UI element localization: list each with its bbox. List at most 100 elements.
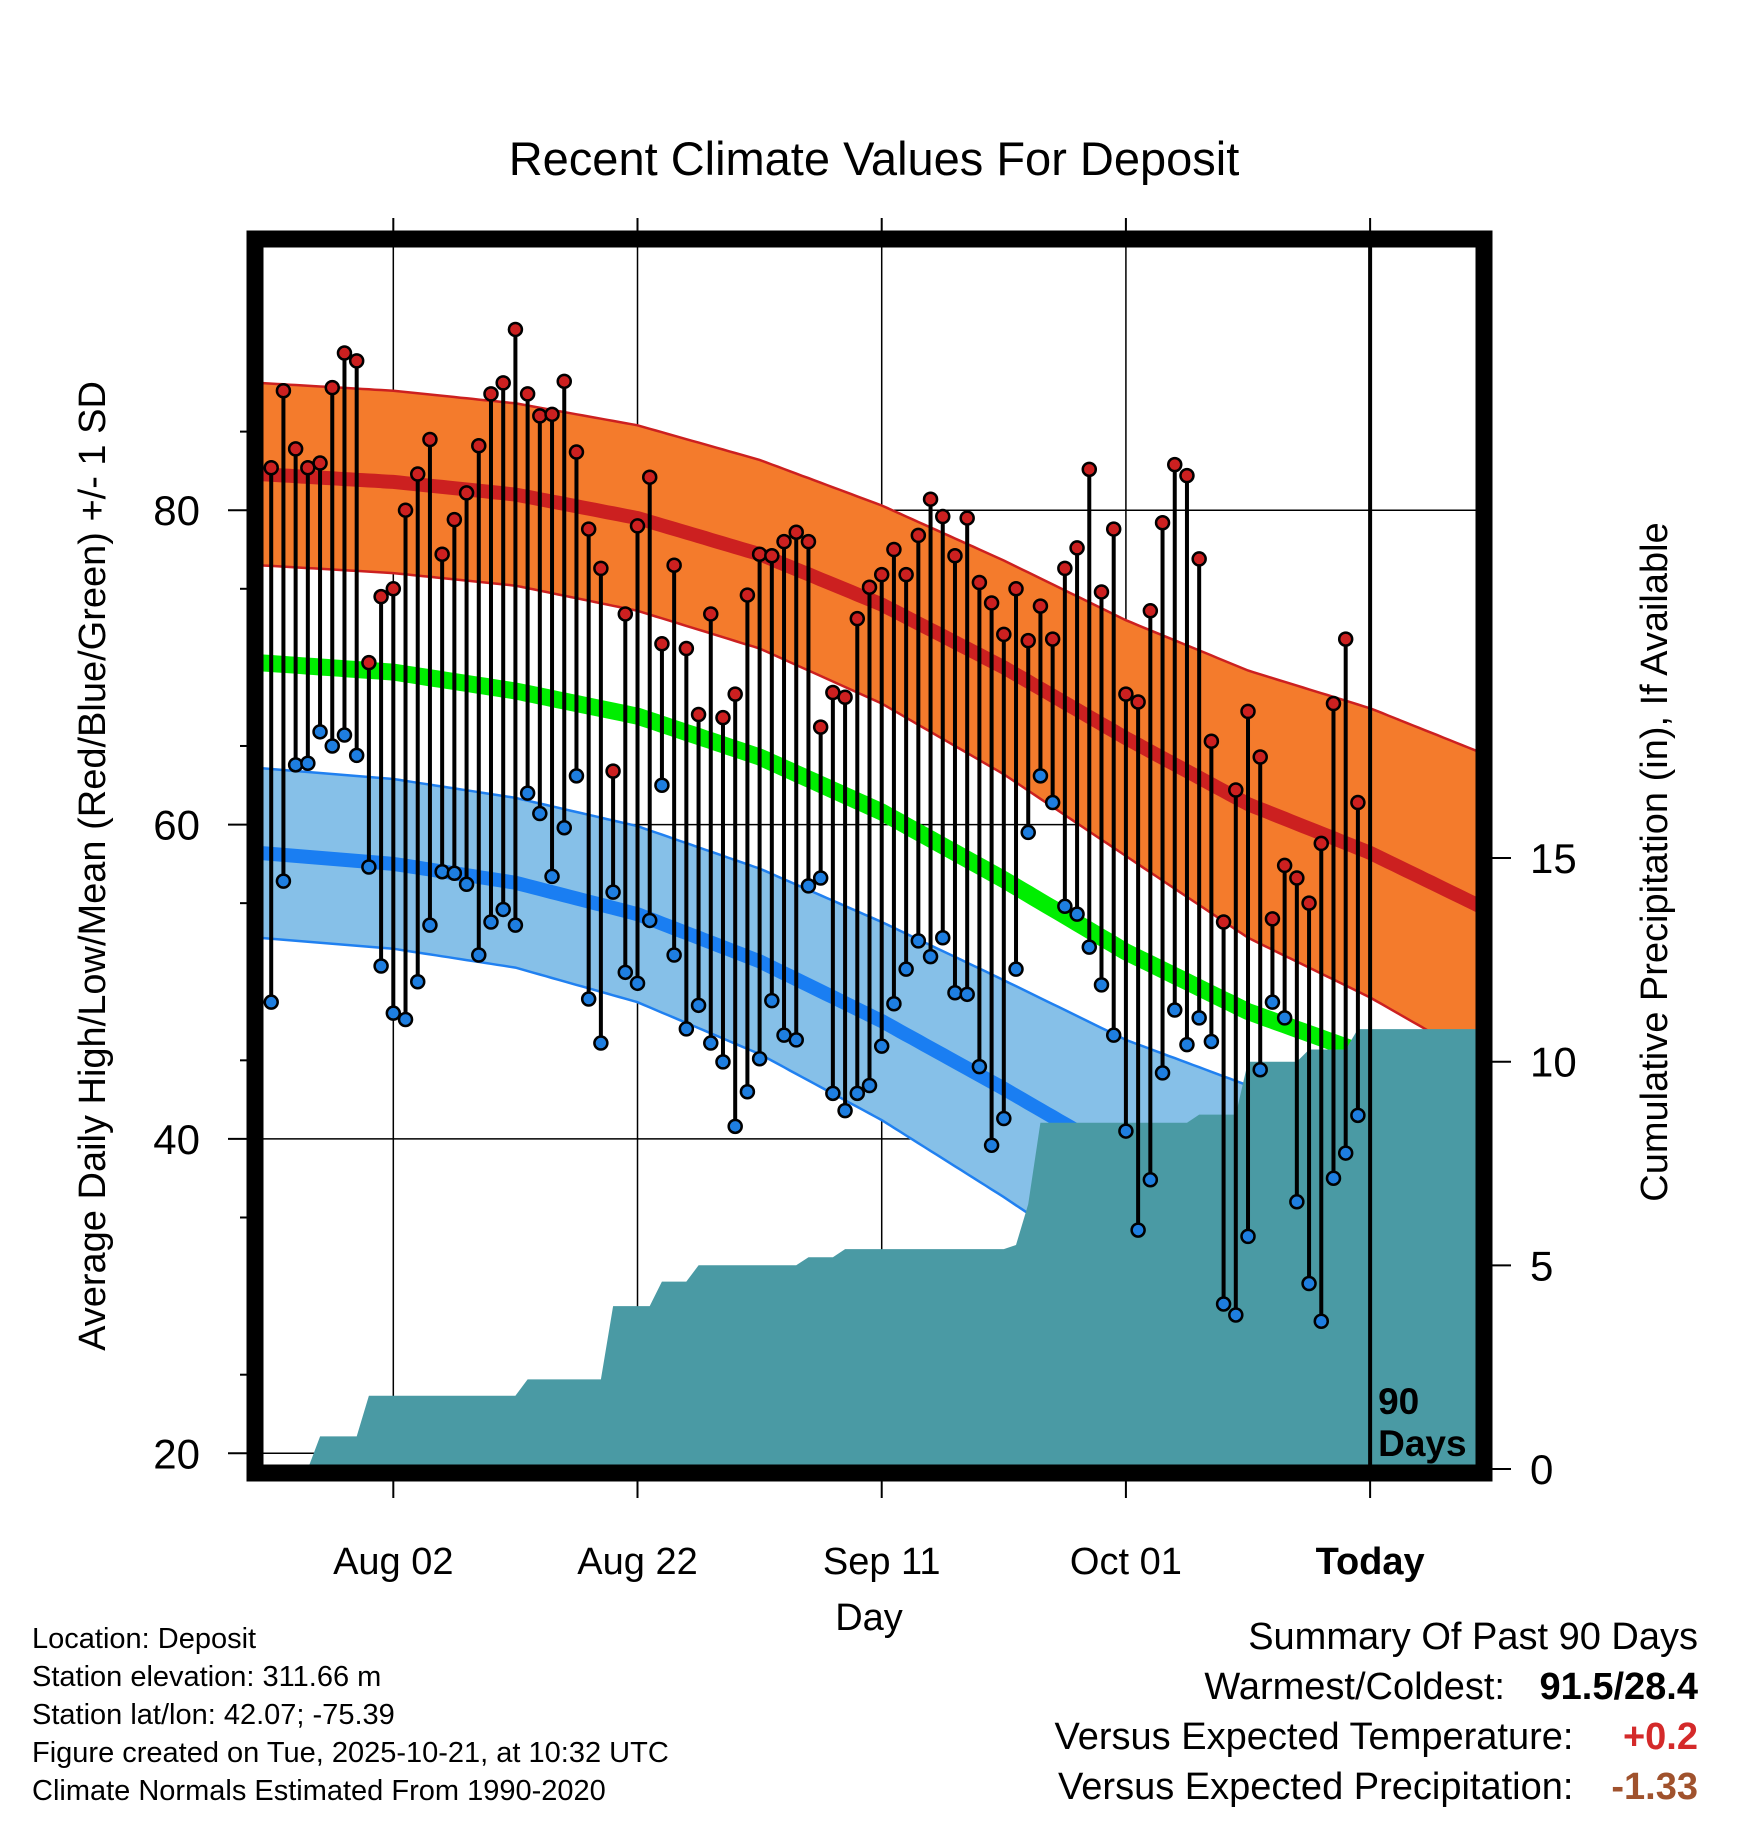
daily-low-point: [507, 917, 524, 933]
daily-high-point: [458, 485, 475, 501]
daily-low-point: [1350, 1107, 1366, 1124]
daily-low-point: [580, 991, 597, 1007]
y-tick-label: 40: [153, 1116, 200, 1163]
figure-created: Figure created on Tue, 2025-10-21, at 10…: [32, 1737, 669, 1769]
daily-high-point: [629, 518, 646, 534]
daily-high-point: [568, 444, 585, 460]
daily-low-point: [519, 785, 536, 801]
daily-low-point: [434, 863, 450, 880]
warmest-coldest-row: Warmest/Coldest: 91.5/28.4: [1055, 1662, 1698, 1712]
daily-low-point: [287, 757, 304, 773]
daily-low-point: [275, 873, 292, 889]
daily-high-point: [935, 508, 951, 525]
daily-low-point: [971, 1058, 988, 1075]
daily-low-point: [1276, 1010, 1293, 1026]
daily-high-point: [373, 588, 389, 605]
daily-high-point: [764, 548, 780, 564]
daily-high-point: [275, 382, 292, 399]
x-tick-label: Aug 22: [577, 1541, 697, 1583]
daily-low-point: [422, 917, 438, 933]
daily-high-point: [996, 626, 1012, 643]
daily-low-point: [348, 747, 365, 764]
daily-low-point: [886, 995, 902, 1012]
daily-low-point: [935, 929, 951, 946]
daily-low-point: [837, 1102, 853, 1119]
daily-low-point: [397, 1011, 414, 1028]
daily-low-point: [1203, 1033, 1220, 1050]
daily-low-point: [385, 1005, 402, 1021]
daily-high-point: [1081, 461, 1098, 478]
daily-low-point: [373, 958, 389, 974]
daily-low-point: [312, 724, 328, 740]
daily-low-point: [1118, 1123, 1134, 1139]
daily-low-point: [629, 975, 646, 992]
daily-high-point: [1203, 733, 1220, 750]
y-axis-label-right: Cumulative Precipitation (in), If Availa…: [1634, 522, 1676, 1201]
precipitation-departure-value: -1.33: [1611, 1766, 1698, 1808]
daily-low-point: [739, 1084, 756, 1100]
daily-high-point: [1105, 521, 1122, 537]
daily-high-point: [690, 706, 707, 723]
daily-low-point: [1044, 794, 1061, 811]
daily-low-point: [1154, 1065, 1171, 1081]
daily-low-point: [727, 1118, 743, 1135]
daily-high-point: [532, 408, 548, 424]
daily-low-point: [1081, 939, 1098, 955]
daily-low-point: [409, 973, 426, 990]
daily-high-point: [1179, 467, 1195, 484]
daily-low-point: [483, 914, 499, 930]
daily-high-point: [886, 541, 902, 558]
daily-high-point: [605, 763, 621, 779]
station-latlon: Station lat/lon: 42.07; -75.39: [32, 1699, 395, 1731]
daily-low-point: [910, 933, 927, 949]
daily-low-point: [703, 1035, 719, 1051]
daily-high-point: [849, 610, 866, 627]
daily-low-point: [641, 912, 658, 929]
today-days-count: 90: [1378, 1381, 1419, 1422]
daily-high-point: [483, 386, 499, 402]
daily-low-point: [458, 876, 475, 893]
daily-low-point: [617, 964, 634, 981]
daily-high-point: [556, 373, 572, 390]
x-tick-label: Oct 01: [1070, 1541, 1182, 1583]
daily-high-point: [1325, 695, 1342, 712]
daily-high-point: [580, 521, 597, 537]
daily-high-point: [1337, 631, 1354, 647]
x-tick-label: Aug 02: [333, 1541, 453, 1583]
daily-low-point: [1337, 1145, 1354, 1161]
daily-low-point: [1301, 1275, 1317, 1292]
daily-low-point: [495, 901, 511, 918]
daily-high-point: [703, 606, 719, 622]
daily-high-point: [312, 455, 328, 471]
daily-low-point: [1130, 1222, 1146, 1238]
daily-low-point: [1215, 1296, 1232, 1312]
daily-low-point: [751, 1051, 768, 1067]
daily-high-point: [263, 460, 279, 476]
station-elevation: Station elevation: 311.66 m: [32, 1661, 382, 1693]
today-days-label: Days: [1378, 1423, 1466, 1464]
daily-high-point: [287, 441, 304, 457]
daily-high-point: [1167, 456, 1183, 473]
daily-high-point: [1313, 835, 1330, 852]
x-tick-label: Today: [1316, 1541, 1425, 1583]
daily-low-point: [1105, 1027, 1122, 1043]
daily-high-point: [1093, 584, 1110, 600]
temperature-departure-row: Versus Expected Temperature: +0.2: [1055, 1712, 1698, 1762]
precipitation-area: [259, 1029, 1480, 1469]
daily-low-point: [1289, 1194, 1305, 1210]
high-upper-edge: [259, 381, 1480, 754]
daily-low-point: [1093, 977, 1110, 993]
daily-high-point: [1240, 703, 1256, 720]
daily-low-point: [654, 777, 670, 794]
daily-low-point: [947, 984, 963, 1001]
daily-high-point: [409, 466, 426, 482]
daily-low-point: [1069, 906, 1085, 922]
temperature-departure-label: Versus Expected Temperature:: [1054, 1716, 1574, 1758]
daily-high-point: [1289, 870, 1305, 886]
y-axis-label-left: Average Daily High/Low/Mean (Red/Blue/Gr…: [72, 381, 114, 1351]
daily-low-point: [1240, 1228, 1256, 1245]
daily-low-point: [983, 1137, 1000, 1153]
daily-low-point: [1191, 1010, 1207, 1026]
precip-tick-label: 10: [1530, 1039, 1577, 1086]
